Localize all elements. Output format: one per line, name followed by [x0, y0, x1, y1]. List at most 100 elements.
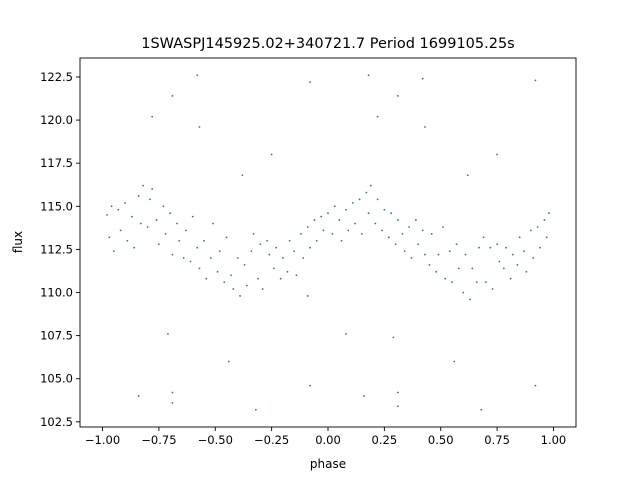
data-point	[117, 208, 120, 211]
data-point	[403, 250, 406, 253]
data-point	[530, 229, 532, 232]
data-point	[351, 201, 354, 204]
x-tick-label: 0.25	[372, 433, 398, 447]
data-point	[275, 246, 278, 249]
data-point	[320, 215, 323, 218]
y-tick-label: 117.5	[40, 156, 73, 170]
data-point	[331, 232, 334, 235]
data-point	[408, 226, 411, 228]
data-point	[498, 260, 501, 263]
data-point	[360, 232, 363, 235]
data-point	[302, 257, 305, 259]
data-point	[333, 205, 336, 208]
data-point	[367, 74, 370, 77]
data-point	[496, 243, 498, 246]
x-tick-label: −0.50	[198, 433, 233, 447]
data-point	[266, 239, 269, 242]
data-point	[338, 219, 341, 221]
y-tick-label: 105.0	[40, 372, 73, 386]
data-point	[176, 222, 178, 225]
data-point	[448, 250, 451, 253]
y-tick-label: 107.5	[40, 329, 73, 343]
data-point	[225, 236, 228, 239]
data-point	[363, 395, 365, 397]
y-tick-label: 115.0	[40, 199, 73, 213]
data-point	[182, 257, 185, 259]
data-point	[230, 274, 232, 277]
data-point	[421, 77, 424, 80]
data-point	[415, 219, 417, 221]
data-point	[162, 205, 165, 208]
data-point	[518, 236, 521, 239]
y-tick-label: 112.5	[40, 242, 73, 256]
data-point	[313, 219, 316, 221]
data-point	[254, 408, 257, 411]
data-point	[252, 232, 255, 235]
data-point	[169, 212, 172, 215]
data-point	[505, 246, 508, 249]
data-point	[148, 198, 151, 201]
data-point	[435, 270, 438, 273]
data-point	[489, 246, 492, 249]
data-point	[196, 246, 199, 249]
data-point	[421, 229, 424, 232]
data-point	[471, 267, 474, 270]
data-point	[227, 360, 230, 363]
data-point	[455, 243, 458, 246]
data-point	[171, 253, 174, 256]
data-point	[286, 270, 289, 273]
data-point	[536, 226, 539, 228]
data-point	[306, 226, 309, 228]
data-point	[516, 264, 519, 266]
data-point	[146, 226, 149, 228]
data-point	[171, 391, 174, 394]
x-tick-label: 1.00	[541, 433, 567, 447]
data-point	[315, 239, 318, 242]
data-point	[424, 126, 426, 128]
data-point	[257, 277, 260, 280]
data-point	[243, 264, 246, 266]
data-point	[376, 198, 379, 201]
data-point	[543, 219, 546, 221]
data-point	[293, 250, 296, 253]
data-point	[322, 229, 325, 232]
x-axis-ticks: −1.00 −0.75 −0.50 −0.25 0.00 0.25 0.50 0.75 1.00	[85, 427, 566, 447]
data-point	[205, 277, 208, 280]
data-point	[218, 250, 221, 253]
data-point	[232, 288, 235, 290]
data-point	[106, 214, 108, 216]
data-point	[548, 212, 550, 215]
data-point	[300, 232, 302, 235]
x-axis-label: phase	[310, 457, 346, 471]
data-point	[191, 215, 194, 218]
data-point	[376, 115, 379, 118]
data-point	[451, 281, 453, 284]
data-point	[383, 208, 386, 211]
data-point	[396, 405, 399, 408]
data-point	[272, 267, 275, 270]
data-point	[309, 81, 311, 84]
data-point	[119, 229, 122, 232]
data-point	[480, 408, 483, 411]
data-point	[178, 239, 181, 242]
data-point	[478, 246, 480, 249]
data-point	[108, 236, 111, 239]
data-point	[151, 188, 154, 190]
data-point	[392, 336, 395, 339]
data-point	[155, 219, 158, 221]
data-point	[347, 229, 350, 232]
data-point	[469, 298, 471, 301]
x-tick-label: −0.75	[141, 433, 176, 447]
data-point	[126, 239, 129, 242]
data-point	[171, 95, 174, 97]
data-point	[259, 243, 262, 246]
data-point	[394, 243, 397, 246]
data-point	[453, 360, 456, 363]
y-tick-label: 110.0	[40, 286, 73, 300]
data-point	[387, 236, 390, 239]
data-point	[396, 219, 399, 221]
x-tick-label: 0.00	[315, 433, 341, 447]
data-point	[428, 264, 431, 266]
data-point	[295, 274, 298, 277]
